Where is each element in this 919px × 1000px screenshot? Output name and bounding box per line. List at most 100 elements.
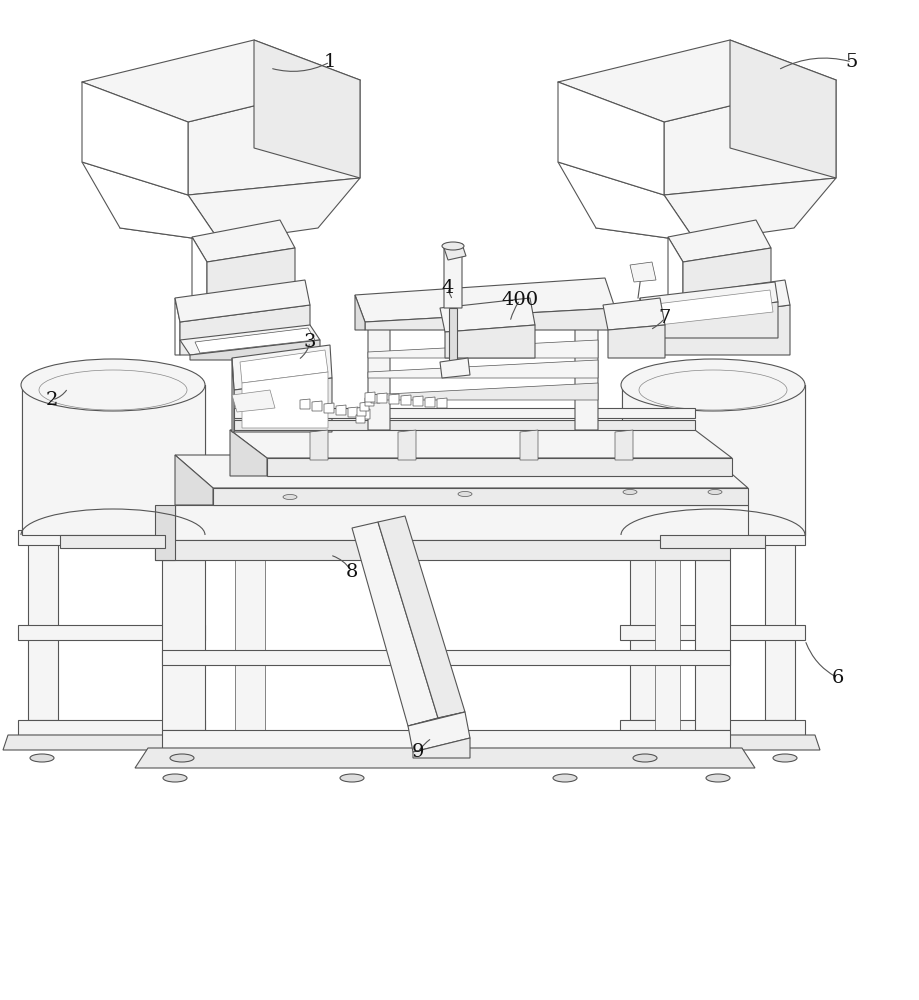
Polygon shape — [365, 308, 615, 330]
Polygon shape — [365, 392, 375, 402]
Text: 6: 6 — [832, 669, 845, 687]
Ellipse shape — [458, 491, 472, 496]
Polygon shape — [232, 390, 275, 412]
Polygon shape — [640, 298, 643, 338]
Ellipse shape — [21, 359, 205, 411]
Polygon shape — [162, 560, 205, 730]
Polygon shape — [368, 340, 598, 358]
Polygon shape — [440, 358, 470, 378]
Polygon shape — [180, 325, 320, 355]
Polygon shape — [195, 328, 315, 353]
Polygon shape — [355, 295, 365, 330]
Polygon shape — [234, 378, 332, 432]
Polygon shape — [82, 162, 220, 242]
Polygon shape — [378, 516, 465, 718]
Polygon shape — [558, 40, 836, 122]
Polygon shape — [135, 748, 755, 768]
Polygon shape — [175, 455, 213, 505]
Polygon shape — [240, 350, 328, 383]
Polygon shape — [428, 431, 452, 456]
Text: 400: 400 — [502, 291, 539, 309]
Polygon shape — [175, 298, 180, 355]
Polygon shape — [357, 407, 366, 416]
Polygon shape — [655, 298, 660, 355]
Polygon shape — [488, 431, 512, 456]
Text: 5: 5 — [845, 53, 858, 71]
Polygon shape — [548, 431, 572, 456]
Polygon shape — [162, 730, 730, 748]
Ellipse shape — [30, 754, 54, 762]
Polygon shape — [605, 735, 820, 750]
Polygon shape — [312, 401, 322, 411]
Polygon shape — [643, 302, 778, 338]
Ellipse shape — [621, 359, 805, 411]
Polygon shape — [668, 220, 771, 262]
Polygon shape — [558, 82, 664, 195]
Polygon shape — [664, 178, 836, 242]
Polygon shape — [445, 325, 535, 358]
Polygon shape — [638, 431, 662, 456]
Polygon shape — [408, 712, 465, 726]
Polygon shape — [660, 535, 765, 548]
Polygon shape — [425, 397, 435, 407]
Polygon shape — [310, 430, 328, 460]
Text: 3: 3 — [304, 333, 316, 351]
Polygon shape — [162, 650, 730, 665]
Polygon shape — [398, 431, 422, 456]
Polygon shape — [575, 290, 598, 430]
Polygon shape — [360, 402, 369, 411]
Polygon shape — [518, 431, 542, 456]
Polygon shape — [18, 625, 205, 640]
Text: 2: 2 — [46, 391, 58, 409]
Polygon shape — [648, 290, 773, 326]
Polygon shape — [248, 431, 272, 456]
Polygon shape — [730, 40, 836, 178]
Polygon shape — [444, 244, 462, 308]
Polygon shape — [356, 414, 365, 423]
Polygon shape — [234, 420, 695, 430]
Polygon shape — [655, 560, 680, 730]
Polygon shape — [365, 397, 374, 406]
Polygon shape — [620, 625, 805, 640]
Polygon shape — [165, 540, 195, 720]
Polygon shape — [192, 220, 295, 262]
Text: 7: 7 — [659, 309, 671, 327]
Polygon shape — [620, 530, 805, 545]
Polygon shape — [336, 405, 346, 415]
Text: 8: 8 — [346, 563, 358, 581]
Polygon shape — [278, 431, 302, 456]
Polygon shape — [437, 398, 447, 408]
Polygon shape — [82, 82, 188, 195]
Ellipse shape — [623, 489, 637, 494]
Polygon shape — [234, 408, 695, 418]
Polygon shape — [308, 431, 332, 456]
Polygon shape — [368, 383, 598, 400]
Polygon shape — [444, 244, 466, 260]
Polygon shape — [398, 430, 416, 460]
Polygon shape — [230, 430, 267, 476]
Polygon shape — [254, 40, 360, 178]
Polygon shape — [188, 178, 360, 242]
Polygon shape — [190, 340, 320, 360]
Polygon shape — [668, 237, 683, 298]
Polygon shape — [155, 505, 175, 560]
Polygon shape — [348, 407, 358, 417]
Polygon shape — [655, 280, 790, 322]
Polygon shape — [175, 280, 310, 322]
Polygon shape — [640, 282, 778, 318]
Polygon shape — [458, 431, 482, 456]
Text: 1: 1 — [323, 53, 336, 71]
Polygon shape — [155, 540, 730, 560]
Polygon shape — [664, 80, 836, 195]
Polygon shape — [242, 372, 328, 428]
Polygon shape — [371, 394, 380, 403]
Polygon shape — [683, 248, 771, 298]
Polygon shape — [18, 720, 205, 735]
Polygon shape — [60, 535, 165, 548]
Polygon shape — [232, 358, 234, 432]
Polygon shape — [338, 431, 362, 456]
Polygon shape — [188, 80, 360, 195]
Ellipse shape — [283, 494, 297, 499]
Polygon shape — [389, 394, 399, 404]
Polygon shape — [192, 237, 207, 298]
